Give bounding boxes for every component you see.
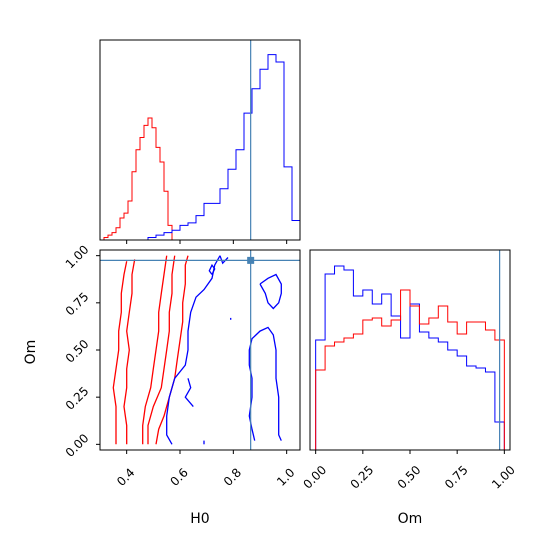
h0-histogram-frame	[99, 39, 301, 241]
om-histogram-panel: 0.00 0.25 0.50 0.75 1.00	[300, 249, 518, 492]
om-ytick-label-1: 0.25	[63, 384, 92, 413]
contour-blue-4	[259, 273, 282, 310]
h0-xtick-label-0: 0.4	[114, 465, 137, 488]
x-axis-label-h0: H0	[190, 511, 209, 527]
om-histogram-red-series	[315, 289, 505, 450]
om-histogram-blue-series	[315, 265, 505, 450]
h0-histogram-panel	[99, 39, 301, 244]
contour-red-4	[155, 255, 189, 445]
om-ytick-label-2: 0.50	[63, 337, 92, 366]
joint-truth-marker	[247, 256, 255, 264]
h0-xtick-label-1: 0.6	[167, 465, 190, 488]
h0-xtick-label-2: 0.8	[221, 465, 244, 488]
om-xtick-label-1: 0.25	[348, 463, 377, 492]
y-axis-label-om: Om	[23, 340, 39, 365]
contour-blue-3	[248, 326, 282, 441]
contour-red-3	[147, 255, 176, 445]
x-axis-label-om: Om	[398, 511, 423, 527]
om-ytick-label-0: 0.00	[63, 431, 92, 460]
contour-red-2	[142, 255, 168, 445]
om-xtick-label-0: 0.00	[300, 463, 329, 492]
om-ytick-label-4: 1.00	[63, 242, 92, 271]
contour-blue-6	[208, 263, 216, 275]
om-xtick-label-3: 0.75	[442, 463, 471, 492]
h0-histogram-blue-series	[140, 54, 300, 240]
h0-histogram-red-series	[100, 117, 180, 240]
contour-blue-1	[184, 378, 194, 408]
h0-om-contour-panel: 0.4 0.6 0.8 1.0 0.00 0.25 0.50 0.75 1.00	[63, 242, 301, 489]
contour-red-0	[112, 261, 128, 445]
joint-frame	[99, 249, 301, 451]
h0-xtick-label-3: 1.0	[274, 465, 297, 488]
contour-blue-7	[219, 255, 229, 265]
om-xtick-label-2: 0.50	[395, 463, 424, 492]
contour-red-1	[123, 259, 136, 445]
om-histogram-frame	[309, 249, 511, 451]
contour-blue-0	[166, 255, 221, 445]
om-ytick-label-3: 0.75	[63, 290, 92, 319]
om-xtick-label-4: 1.00	[489, 463, 518, 492]
